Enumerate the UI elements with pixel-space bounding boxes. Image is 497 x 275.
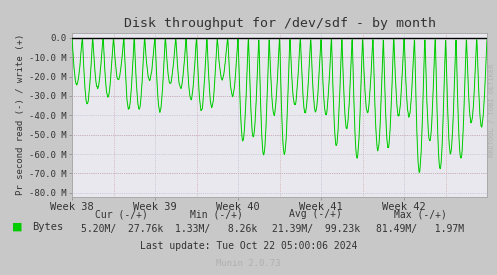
Text: Cur (-/+): Cur (-/+) <box>95 209 148 219</box>
Text: RRDTOOL / TOBI OETIKER: RRDTOOL / TOBI OETIKER <box>489 63 495 157</box>
Title: Disk throughput for /dev/sdf - by month: Disk throughput for /dev/sdf - by month <box>124 17 435 31</box>
Text: 5.20M/  27.76k: 5.20M/ 27.76k <box>81 224 163 234</box>
Text: Max (-/+): Max (-/+) <box>394 209 446 219</box>
Text: Min (-/+): Min (-/+) <box>190 209 243 219</box>
Text: 1.33M/   8.26k: 1.33M/ 8.26k <box>175 224 257 234</box>
Text: ■: ■ <box>12 222 23 232</box>
Text: Bytes: Bytes <box>32 222 64 232</box>
Text: Last update: Tue Oct 22 05:00:06 2024: Last update: Tue Oct 22 05:00:06 2024 <box>140 241 357 251</box>
Y-axis label: Pr second read (-) / write (+): Pr second read (-) / write (+) <box>16 34 25 196</box>
Text: Munin 2.0.73: Munin 2.0.73 <box>216 259 281 268</box>
Text: Avg (-/+): Avg (-/+) <box>289 209 342 219</box>
Text: 81.49M/   1.97M: 81.49M/ 1.97M <box>376 224 464 234</box>
Text: 21.39M/  99.23k: 21.39M/ 99.23k <box>271 224 360 234</box>
